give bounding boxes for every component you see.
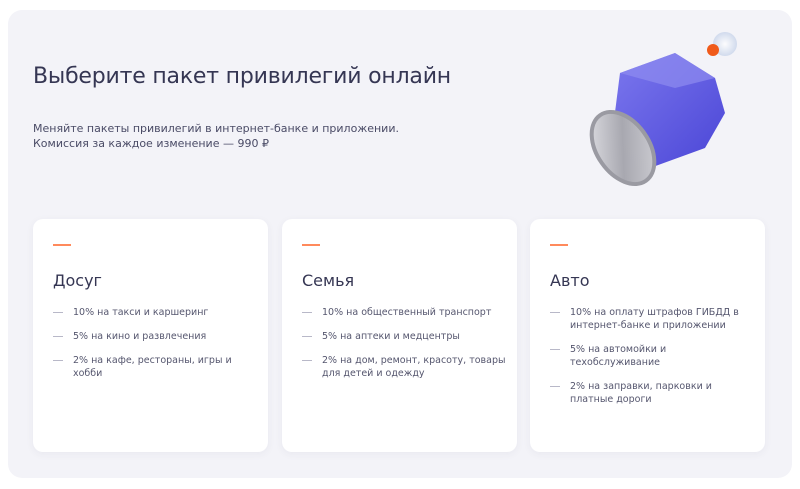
- benefits-list: 10% на такси и каршеринг 5% на кино и ра…: [53, 306, 258, 391]
- list-item: 2% на кафе, рестораны, игры и хобби: [53, 354, 258, 380]
- dash-icon: [550, 312, 560, 313]
- list-item: 5% на аптеки и медцентры: [302, 330, 507, 343]
- list-item: 2% на заправки, парковки и платные дорог…: [550, 380, 755, 406]
- benefits-list: 10% на общественный транспорт 5% на апте…: [302, 306, 507, 391]
- dash-icon: [550, 349, 560, 350]
- card-dosug: Досуг 10% на такси и каршеринг 5% на кин…: [33, 219, 268, 452]
- card-avto: Авто 10% на оплату штрафов ГИБДД в интер…: [530, 219, 765, 452]
- card-title: Семья: [302, 271, 355, 290]
- list-item: 10% на оплату штрафов ГИБДД в интернет-б…: [550, 306, 755, 332]
- accent-dash: [302, 244, 320, 246]
- page-title: Выберите пакет привилегий онлайн: [33, 64, 451, 89]
- list-item: 5% на автомойки и техобслуживание: [550, 343, 755, 369]
- accent-dash: [53, 244, 71, 246]
- dash-icon: [53, 312, 63, 313]
- dash-icon: [550, 386, 560, 387]
- card-title: Авто: [550, 271, 590, 290]
- card-title: Досуг: [53, 271, 102, 290]
- dash-icon: [53, 336, 63, 337]
- dash-icon: [302, 360, 312, 361]
- list-item: 10% на такси и каршеринг: [53, 306, 258, 319]
- accent-dash: [550, 244, 568, 246]
- dash-icon: [302, 312, 312, 313]
- dash-icon: [53, 360, 63, 361]
- list-item: 5% на кино и развлечения: [53, 330, 258, 343]
- list-item: 2% на дом, ремонт, красоту, товары для д…: [302, 354, 507, 380]
- dash-icon: [302, 336, 312, 337]
- card-semya: Семья 10% на общественный транспорт 5% н…: [282, 219, 517, 452]
- gem-coin-illustration: [589, 32, 737, 187]
- page-subtitle: Меняйте пакеты привилегий в интернет-бан…: [33, 122, 399, 150]
- list-item: 10% на общественный транспорт: [302, 306, 507, 319]
- benefits-list: 10% на оплату штрафов ГИБДД в интернет-б…: [550, 306, 755, 417]
